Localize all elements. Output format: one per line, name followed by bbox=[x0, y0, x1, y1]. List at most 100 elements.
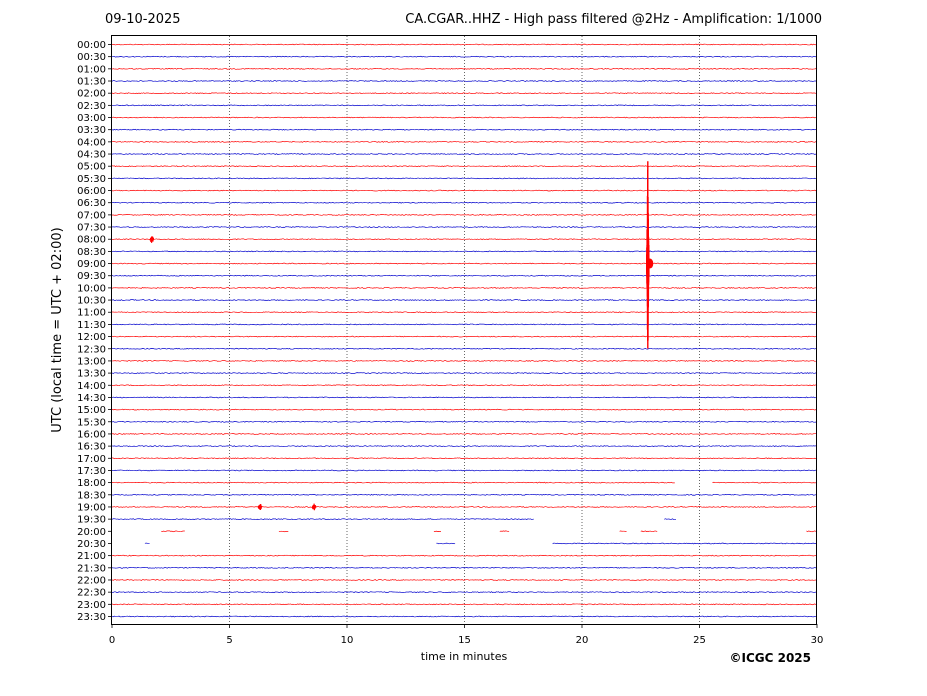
ytick-label-1600: 16:00 bbox=[77, 429, 106, 440]
xtick-label-5: 5 bbox=[226, 635, 232, 646]
ytick-label-0200: 02:00 bbox=[77, 89, 106, 100]
trace-1230 bbox=[111, 347, 818, 350]
trace-0600 bbox=[111, 189, 818, 192]
trace-0030 bbox=[111, 55, 818, 58]
plot-frame bbox=[111, 35, 817, 625]
trace-1200 bbox=[111, 335, 818, 338]
ytick-label-2000: 20:00 bbox=[77, 527, 106, 538]
main-event-spike bbox=[646, 161, 650, 349]
ytick-label-0300: 03:00 bbox=[77, 113, 106, 124]
ytick-label-1630: 16:30 bbox=[77, 442, 106, 453]
ytick-label-0130: 01:30 bbox=[77, 77, 106, 88]
trace-0130 bbox=[111, 80, 818, 82]
trace-1330 bbox=[111, 372, 818, 374]
trace-1500 bbox=[111, 408, 818, 411]
trace-0400 bbox=[111, 140, 818, 143]
trace-2230 bbox=[111, 591, 818, 594]
xtick-label-15: 15 bbox=[458, 635, 471, 646]
ytick-label-0000: 00:00 bbox=[77, 40, 106, 51]
ytick-label-1400: 14:00 bbox=[77, 381, 106, 392]
trace-2030 bbox=[144, 542, 818, 545]
trace-1000 bbox=[111, 287, 818, 289]
ytick-label-0100: 01:00 bbox=[77, 64, 106, 75]
copyright-notice: ©ICGC 2025 bbox=[729, 651, 811, 665]
ytick-label-0400: 04:00 bbox=[77, 137, 106, 148]
xtick-label-20: 20 bbox=[576, 635, 589, 646]
ytick-label-1930: 19:30 bbox=[77, 515, 106, 526]
xtick-label-10: 10 bbox=[341, 635, 354, 646]
trace-0230 bbox=[111, 104, 818, 107]
ytick-label-2030: 20:30 bbox=[77, 539, 106, 550]
grid-lines bbox=[229, 36, 700, 624]
trace-1030 bbox=[111, 299, 818, 301]
plot-title: CA.CGAR..HHZ - High pass filtered @2Hz -… bbox=[405, 12, 822, 27]
ytick-label-0900: 09:00 bbox=[77, 259, 106, 270]
ytick-label-2300: 23:00 bbox=[77, 600, 106, 611]
ytick-label-0530: 05:30 bbox=[77, 174, 106, 185]
ytick-label-1730: 17:30 bbox=[77, 466, 106, 477]
trace-1300 bbox=[111, 360, 818, 362]
ytick-label-1100: 11:00 bbox=[77, 308, 106, 319]
ytick-label-1300: 13:00 bbox=[77, 356, 106, 367]
trace-1600 bbox=[111, 433, 818, 435]
trace-0000 bbox=[111, 43, 818, 46]
xtick-label-0: 0 bbox=[109, 635, 115, 646]
ytick-label-0430: 04:30 bbox=[77, 150, 106, 161]
ytick-label-1900: 19:00 bbox=[77, 502, 106, 513]
ytick-label-1700: 17:00 bbox=[77, 454, 106, 465]
ytick-label-2330: 23:30 bbox=[77, 612, 106, 623]
x-axis-label: time in minutes bbox=[421, 650, 508, 663]
ytick-label-1430: 14:30 bbox=[77, 393, 106, 404]
trace-1700 bbox=[111, 457, 818, 460]
trace-2000 bbox=[161, 530, 818, 533]
trace-1930 bbox=[111, 518, 677, 520]
ytick-label-0730: 07:30 bbox=[77, 223, 106, 234]
ytick-label-0030: 00:30 bbox=[77, 52, 106, 63]
event-3 bbox=[311, 503, 317, 511]
trace-0500 bbox=[111, 165, 818, 168]
ytick-label-0600: 06:00 bbox=[77, 186, 106, 197]
trace-0200 bbox=[111, 92, 818, 95]
ytick-label-1000: 10:00 bbox=[77, 283, 106, 294]
trace-0730 bbox=[111, 226, 818, 228]
ytick-label-0800: 08:00 bbox=[77, 235, 106, 246]
ytick-label-0230: 02:30 bbox=[77, 101, 106, 112]
ytick-label-0830: 08:30 bbox=[77, 247, 106, 258]
ytick-label-2200: 22:00 bbox=[77, 575, 106, 586]
event-2 bbox=[257, 503, 263, 511]
y-axis-label: UTC (local time = UTC + 02:00) bbox=[50, 227, 65, 432]
ytick-label-0930: 09:30 bbox=[77, 271, 106, 282]
trace-0800 bbox=[111, 238, 818, 241]
ytick-label-1500: 15:00 bbox=[77, 405, 106, 416]
xtick-label-25: 25 bbox=[693, 635, 706, 646]
trace-1400 bbox=[111, 384, 818, 387]
plot-date: 09-10-2025 bbox=[105, 12, 181, 27]
ytick-label-0330: 03:30 bbox=[77, 125, 106, 136]
trace-1530 bbox=[111, 420, 818, 423]
x-axis-ticks: 0 5 10 15 20 25 30 bbox=[109, 624, 824, 646]
trace-0930 bbox=[111, 274, 818, 277]
trace-0630 bbox=[111, 201, 818, 204]
trace-0330 bbox=[111, 128, 818, 131]
trace-1430 bbox=[111, 396, 818, 399]
ytick-label-2100: 21:00 bbox=[77, 551, 106, 562]
ytick-label-1130: 11:30 bbox=[77, 320, 106, 331]
ytick-label-0500: 05:00 bbox=[77, 162, 106, 173]
trace-0300 bbox=[111, 116, 818, 119]
ytick-label-1230: 12:30 bbox=[77, 344, 106, 355]
trace-1730 bbox=[111, 469, 818, 472]
trace-0900 bbox=[111, 262, 818, 265]
ytick-label-0700: 07:00 bbox=[77, 210, 106, 221]
ytick-label-1830: 18:30 bbox=[77, 490, 106, 501]
trace-1630 bbox=[111, 445, 818, 447]
xtick-label-30: 30 bbox=[811, 635, 824, 646]
ytick-label-2130: 21:30 bbox=[77, 563, 106, 574]
trace-2300 bbox=[111, 603, 818, 606]
trace-0830 bbox=[111, 250, 818, 253]
trace-0430 bbox=[111, 153, 818, 155]
ytick-label-0630: 06:30 bbox=[77, 198, 106, 209]
seismic-traces bbox=[111, 43, 818, 618]
ytick-label-1030: 10:30 bbox=[77, 296, 106, 307]
